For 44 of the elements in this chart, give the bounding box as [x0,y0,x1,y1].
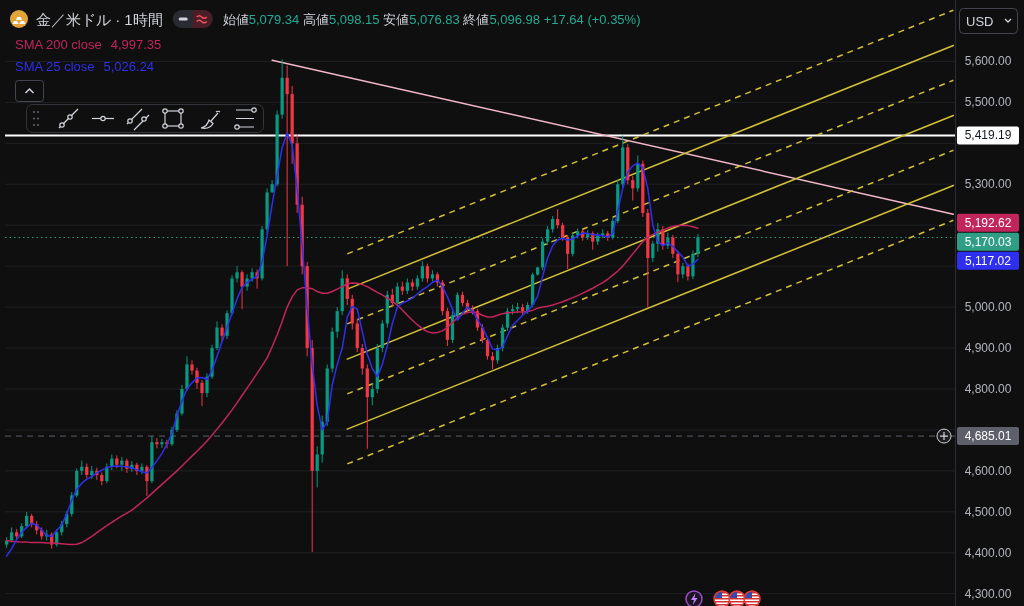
candlestick [335,306,339,339]
candlestick [360,343,364,376]
candlestick [425,263,430,284]
text: SMA 25 close [15,58,95,74]
y-tick-label: 5,300.00 [964,177,1012,192]
text: SMA 200 close [15,36,102,52]
text: 5,192.62 [964,215,1012,230]
ref-line-label: 5,170.03 [964,234,1012,249]
y-tick-label: 5,000.00 [964,300,1012,315]
candlestick [696,233,700,258]
y-tick-label: 4,300.00 [964,586,1012,601]
annotation: 4,997.35 [110,36,162,52]
annotation: 5,026.24 [103,58,155,74]
y-tick-label: 4,900.00 [964,341,1012,356]
candlestick [215,320,219,351]
y-tick-label: 4,500.00 [964,504,1012,519]
candlestick [155,437,159,449]
candlestick [676,250,680,283]
ref-line-label: 4,685.01 [964,429,1012,444]
candlestick [285,65,289,267]
line-series [5,132,699,557]
line-series [5,224,699,546]
y-tick-label: 5,600.00 [964,54,1012,69]
candlestick [200,379,204,407]
y-tick-label: 4,600.00 [964,463,1012,478]
candlestick [546,225,550,246]
candlestick [455,291,460,320]
y-tick-label: 4,800.00 [964,381,1012,396]
y-tick-label: 4,400.00 [964,545,1012,560]
candlestick [561,222,565,242]
candlestick [315,445,319,488]
candlestick [420,260,425,283]
candlestick [691,250,695,280]
candlestick [160,438,164,449]
text: 始値5,079.34 高値5,098.15 安値5,076.83 終値5,096.98 +17.64 (+0.35%) [222,11,641,27]
candlestick [190,359,194,376]
y-axis-title: USD [966,13,994,29]
candlestick [556,208,560,229]
text: 5,117.02 [965,253,1012,268]
candlestick [235,265,239,284]
candlestick [240,269,244,310]
ref-line-label: 5,419.19 [964,128,1012,143]
y-tick-label: 5,500.00 [964,95,1012,110]
text: 金／米ドル · 1時間 [36,10,163,28]
